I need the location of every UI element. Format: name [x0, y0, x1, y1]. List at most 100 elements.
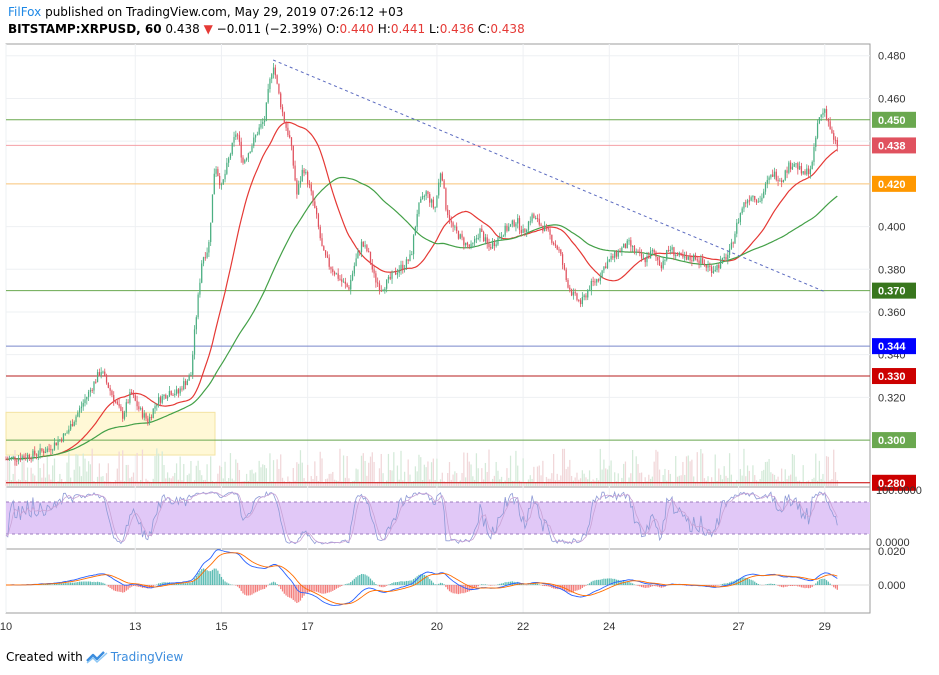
candle-body	[193, 329, 196, 355]
candle-body	[732, 242, 734, 244]
macd-histogram-bar	[477, 585, 479, 587]
macd-histogram-bar	[531, 583, 533, 585]
macd-histogram-bar	[797, 585, 799, 587]
macd-histogram-bar	[71, 582, 74, 585]
candle-body	[120, 406, 122, 411]
candle-body	[369, 251, 372, 264]
macd-histogram-bar	[265, 585, 267, 588]
candle-body	[511, 220, 513, 225]
candle-body	[836, 140, 838, 147]
macd-tick-label: 0.020	[878, 546, 906, 558]
candle-body	[829, 121, 831, 130]
macd-histogram-bar	[312, 585, 314, 592]
candle-body	[91, 389, 93, 391]
volume-bar	[793, 455, 795, 486]
candle-body	[377, 282, 379, 284]
volume-bar	[346, 456, 348, 486]
candle-body	[766, 180, 768, 184]
volume-bar	[432, 458, 434, 486]
volume-bar	[34, 475, 36, 486]
candle-body	[754, 195, 756, 200]
macd-histogram-bar	[278, 585, 280, 587]
macd-histogram-bar	[403, 581, 406, 585]
macd-histogram-bar	[382, 585, 384, 588]
macd-histogram-bar	[229, 584, 232, 585]
volume-bar	[630, 473, 632, 486]
price-chart[interactable]: 0.4800.4600.4400.4200.4000.3800.3600.340…	[0, 40, 939, 640]
macd-signal-line	[6, 552, 838, 605]
candle-body	[224, 173, 226, 180]
candle-body	[565, 269, 567, 281]
macd-histogram-bar	[123, 585, 126, 593]
candle-body	[698, 260, 700, 264]
volume-bar	[790, 474, 792, 486]
volume-bar	[319, 451, 321, 486]
candle-body	[84, 399, 86, 404]
macd-histogram-bar	[456, 585, 458, 594]
volume-bar	[772, 473, 774, 486]
macd-histogram-bar	[457, 585, 460, 595]
macd-histogram-bar	[468, 585, 470, 592]
volume-bar	[263, 465, 266, 486]
author-name[interactable]: FilFox	[8, 5, 42, 19]
macd-histogram-bar	[587, 584, 589, 585]
macd-histogram-bar	[75, 582, 77, 585]
candle-body	[488, 243, 490, 248]
macd-histogram-bar	[199, 571, 201, 585]
candle-body	[520, 229, 522, 234]
candle-body	[321, 238, 323, 247]
volume-bar	[159, 481, 162, 486]
macd-histogram-bar	[274, 582, 276, 585]
macd-histogram-bar	[220, 576, 223, 585]
macd-histogram-bar	[655, 585, 657, 587]
volume-bar	[43, 463, 45, 486]
macd-histogram-bar	[438, 583, 440, 585]
candle-body	[482, 231, 485, 242]
tradingview-brand[interactable]: TradingView	[110, 650, 184, 664]
candle-body	[515, 223, 517, 227]
volume-bar	[423, 464, 425, 486]
macd-histogram-bar	[639, 585, 641, 587]
volume-bar	[183, 463, 185, 486]
volume-bar	[412, 481, 415, 486]
candle-body	[560, 249, 562, 255]
range-box	[5, 411, 216, 456]
macd-histogram-bar	[283, 585, 285, 594]
macd-histogram-bar	[800, 585, 803, 588]
volume-bar	[109, 481, 111, 486]
volume-bar	[107, 463, 109, 486]
macd-histogram-bar	[211, 569, 214, 585]
volume-bar	[673, 481, 675, 486]
macd-histogram-bar	[644, 585, 646, 589]
candle-body	[581, 297, 583, 305]
volume-bar	[64, 481, 66, 486]
candle-body	[118, 403, 120, 407]
volume-bar	[73, 469, 75, 486]
macd-histogram-bar	[253, 585, 255, 594]
candle-body	[351, 273, 354, 280]
volume-bar	[730, 474, 733, 486]
macd-histogram-bar	[360, 573, 363, 585]
volume-bar	[82, 453, 84, 486]
macd-histogram-bar	[104, 583, 106, 585]
macd-histogram-bar	[179, 583, 181, 585]
volume-bar	[723, 466, 725, 486]
volume-bar	[23, 452, 25, 486]
macd-histogram-bar	[588, 583, 591, 585]
volume-bar	[768, 458, 770, 486]
volume-bar	[465, 477, 467, 486]
candle-body	[818, 117, 820, 124]
macd-histogram-bar	[269, 583, 271, 585]
candle-body	[535, 217, 537, 219]
volume-bar	[184, 481, 187, 486]
volume-bar	[190, 460, 192, 486]
candle-body	[739, 213, 741, 222]
macd-histogram-bar	[296, 585, 298, 604]
volume-bar	[195, 465, 197, 486]
volume-bar	[477, 468, 479, 486]
volume-bar	[509, 455, 512, 486]
macd-histogram-bar	[140, 585, 142, 588]
volume-bar	[691, 459, 693, 486]
volume-bar	[763, 469, 765, 486]
candle-body	[177, 389, 179, 394]
